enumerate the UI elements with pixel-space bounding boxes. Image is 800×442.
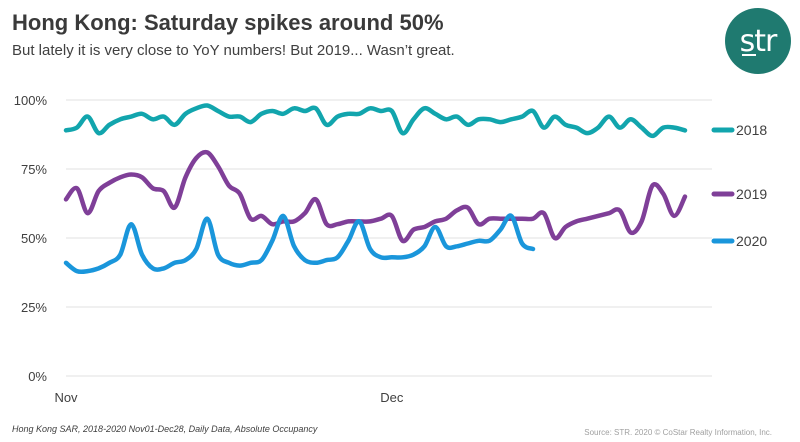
y-tick-label: 25% [21, 300, 47, 315]
legend-label-2019: 2019 [736, 186, 767, 202]
x-axis-ticks: Nov Dec [54, 390, 403, 405]
str-logo: str [725, 8, 791, 74]
series-line-2018 [63, 103, 688, 139]
legend-label-2018: 2018 [736, 122, 767, 138]
series-lines [63, 103, 688, 275]
source-credit: Source: STR. 2020 © CoStar Realty Inform… [584, 428, 772, 437]
y-tick-label: 100% [14, 93, 48, 108]
series-line-2019 [63, 149, 688, 244]
series-line-2020 [63, 213, 536, 275]
chart-title: Hong Kong: Saturday spikes around 50% [12, 10, 444, 35]
footnote: Hong Kong SAR, 2018-2020 Nov01-Dec28, Da… [12, 424, 318, 434]
grid-lines [66, 99, 712, 377]
y-tick-label: 50% [21, 231, 47, 246]
y-axis-ticks: 0% 25% 50% 75% 100% [14, 93, 48, 384]
line-chart: 0% 25% 50% 75% 100% Nov Dec 2018 2019 2020 [14, 93, 768, 405]
x-tick-label: Dec [380, 390, 404, 405]
legend: 2018 2019 2020 [711, 122, 767, 249]
y-tick-label: 0% [28, 369, 47, 384]
x-tick-label: Nov [54, 390, 78, 405]
logo-text: str [739, 23, 778, 59]
chart-subtitle: But lately it is very close to YoY numbe… [12, 42, 455, 59]
y-tick-label: 75% [21, 162, 47, 177]
legend-label-2020: 2020 [736, 233, 767, 249]
